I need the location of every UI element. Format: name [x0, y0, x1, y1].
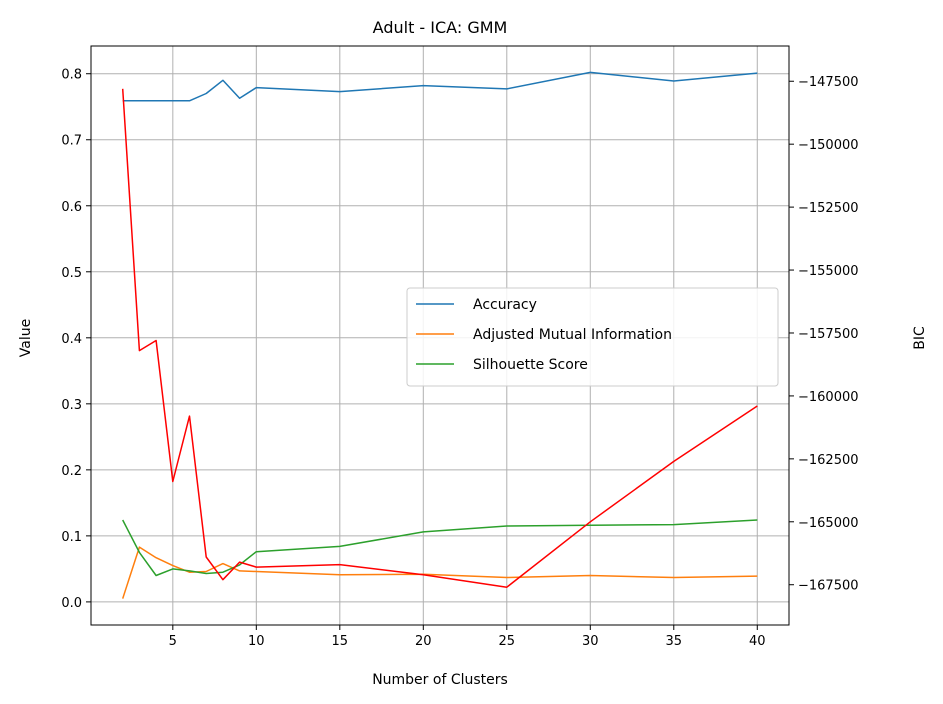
- series-lines: [121, 71, 758, 599]
- legend-label: Adjusted Mutual Information: [473, 327, 672, 343]
- y-tick-label: 0.7: [61, 134, 82, 149]
- x-tick-label: 5: [169, 634, 177, 649]
- y2-axis-label: BIC: [912, 326, 928, 350]
- legend-label: Accuracy: [473, 297, 537, 313]
- series-line-accuracy: [122, 71, 758, 102]
- y-tick-label: 0.2: [61, 464, 82, 479]
- y-axis-right: −167500 −165000 −162500 −160000 −157500 −1550…: [789, 75, 859, 594]
- x-tick-label: 20: [415, 634, 432, 649]
- y-tick-label: 0.0: [61, 596, 82, 611]
- y2-tick-label: −162500: [798, 453, 859, 468]
- y2-tick-label: −167500: [798, 579, 859, 594]
- y-tick-label: 0.6: [61, 200, 82, 215]
- y2-tick-label: −147500: [798, 75, 859, 90]
- y-tick-label: 0.1: [61, 530, 82, 545]
- legend: Accuracy Adjusted Mutual Information Silho…: [406, 287, 779, 387]
- series-line-bic: [121, 88, 758, 588]
- x-tick-label: 35: [666, 634, 683, 649]
- y2-tick-label: −160000: [798, 390, 859, 405]
- x-tick-label: 25: [499, 634, 516, 649]
- y-axis-left: 0.0 0.1 0.2 0.3 0.4 0.5 0.6 0.7 0.8: [61, 68, 91, 611]
- y2-tick-label: −157500: [798, 327, 859, 342]
- y-tick-label: 0.3: [61, 398, 82, 413]
- series-line-silhouette-score: [122, 519, 758, 577]
- y2-tick-label: −155000: [798, 264, 859, 279]
- y-tick-label: 0.4: [61, 332, 82, 347]
- y-axis-label: Value: [18, 319, 34, 357]
- legend-label: Silhouette Score: [473, 357, 588, 373]
- x-axis-label: Number of Clusters: [372, 672, 508, 688]
- series-line-adjusted-mutual-information: [121, 546, 758, 599]
- chart-title: Adult - ICA: GMM: [373, 18, 508, 37]
- y2-tick-label: −150000: [798, 138, 859, 153]
- y2-tick-label: −165000: [798, 516, 859, 531]
- y-tick-label: 0.8: [61, 68, 82, 83]
- x-tick-label: 30: [582, 634, 599, 649]
- x-tick-label: 40: [749, 634, 766, 649]
- y-tick-label: 0.5: [61, 266, 82, 281]
- legend-box: [406, 287, 779, 387]
- x-tick-label: 10: [248, 634, 265, 649]
- x-axis: 5 10 15 20 25 30 35 40: [169, 625, 766, 649]
- y2-tick-label: −152500: [798, 201, 859, 216]
- plot-frame: [90, 45, 790, 626]
- x-tick-label: 15: [332, 634, 349, 649]
